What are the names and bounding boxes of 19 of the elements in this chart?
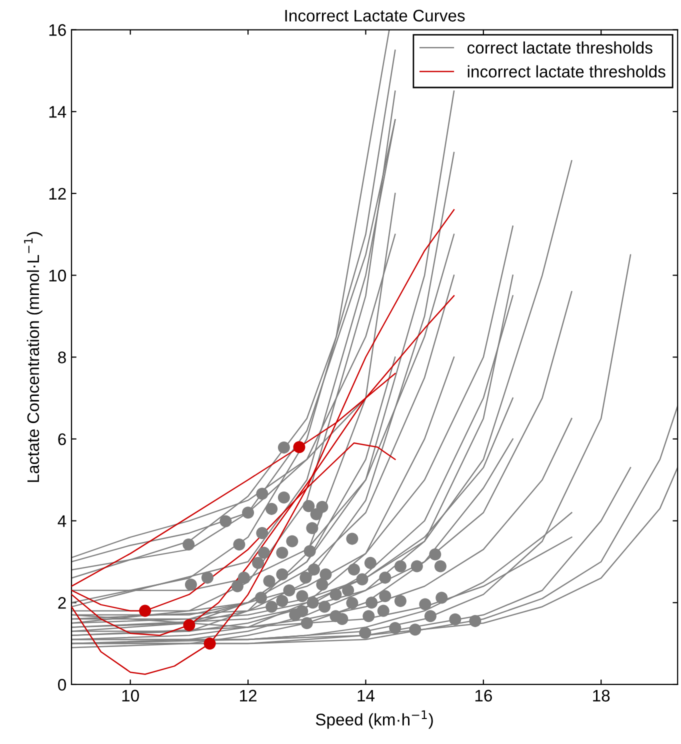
y-tick-label: 8 bbox=[58, 352, 66, 364]
y-axis-title: Lactate Concentration (mmol·L$^{−1}$) bbox=[24, 232, 42, 482]
x-tick-label: 16 bbox=[475, 690, 492, 702]
x-tick-label: 10 bbox=[122, 690, 139, 702]
x-tick-label: 12 bbox=[240, 690, 256, 702]
x-axis-title: Speed (km·h$^{−1}$) bbox=[316, 710, 433, 729]
y-tick-label: 2 bbox=[58, 597, 66, 609]
legend-label: correct lactate thresholds bbox=[467, 41, 652, 54]
y-tick-label: 10 bbox=[49, 270, 66, 282]
y-tick-label: 16 bbox=[49, 24, 66, 36]
y-tick-label: 12 bbox=[49, 188, 66, 200]
y-tick-label: 0 bbox=[58, 678, 66, 691]
chart-title: Incorrect Lactate Curves bbox=[285, 10, 465, 22]
y-tick-label: 6 bbox=[58, 433, 66, 446]
y-tick-label: 4 bbox=[58, 515, 66, 527]
legend-label: incorrect lactate thresholds bbox=[468, 65, 666, 78]
x-tick-label: 18 bbox=[593, 690, 610, 702]
x-tick-label: 14 bbox=[358, 690, 375, 702]
y-tick-label: 14 bbox=[49, 106, 66, 118]
